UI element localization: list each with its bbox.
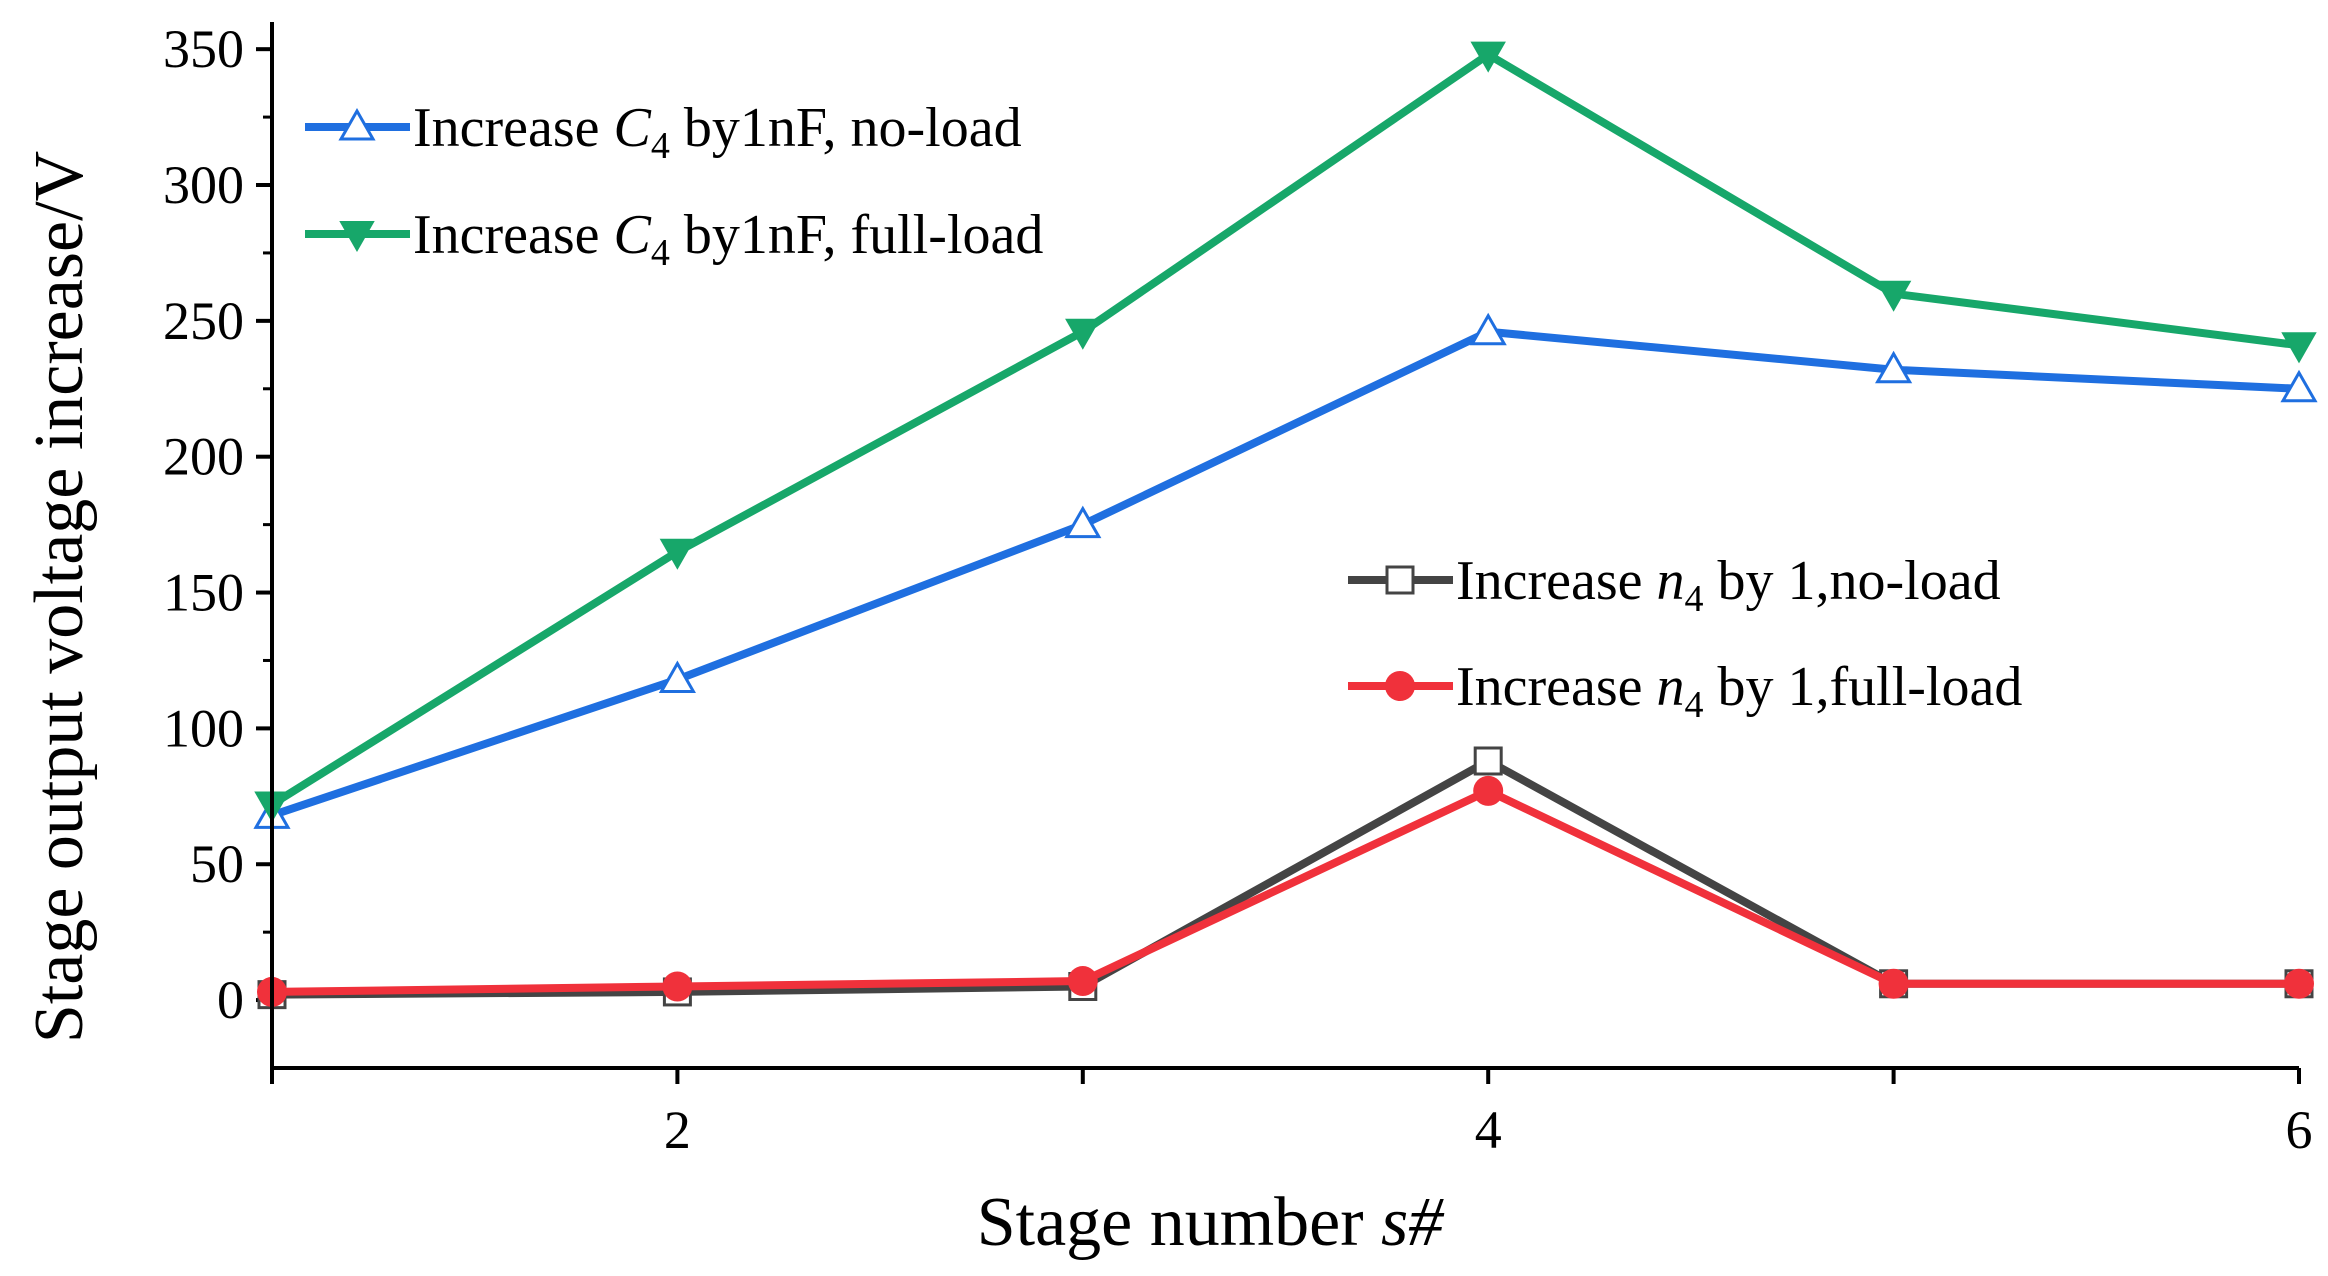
x-axis-title-text: Stage number xyxy=(977,1184,1364,1261)
data-point xyxy=(1067,966,1098,997)
data-point xyxy=(1065,318,1101,350)
legend-marker xyxy=(338,107,376,141)
x-axis-title-symbol: s# xyxy=(1381,1184,1445,1261)
y-tick-label: 150 xyxy=(163,563,244,623)
data-point xyxy=(1470,41,1506,73)
data-point xyxy=(2284,968,2314,999)
data-point xyxy=(1473,746,1503,776)
y-tick-label: 300 xyxy=(163,155,244,215)
legend-label: Increase n4 by 1,no-load xyxy=(1456,550,2001,620)
data-point xyxy=(1469,312,1507,346)
data-point xyxy=(662,971,693,1002)
x-tick-label: 4 xyxy=(1475,1100,1502,1160)
legend-entry: Increase C4 by1nF, no-load xyxy=(305,97,1022,167)
legend-label: Increase C4 by1nF, no-load xyxy=(413,97,1022,167)
x-tick-label: 6 xyxy=(2286,1100,2313,1160)
y-tick-label: 50 xyxy=(190,834,244,894)
axes xyxy=(270,22,2299,1070)
data-point xyxy=(659,538,696,570)
y-axis-title: Stage output voltage increase/V xyxy=(21,151,98,1043)
data-point xyxy=(2281,332,2317,364)
data-point xyxy=(1878,968,1909,999)
x-axis-title: Stage number s# xyxy=(977,1184,1446,1261)
data-point xyxy=(1875,280,1912,312)
plot-area xyxy=(253,41,2318,1010)
data-point xyxy=(2280,369,2318,403)
legend-marker xyxy=(339,221,375,253)
legend-entry: Increase n4 by 1,no-load xyxy=(1348,550,2001,620)
series-4 xyxy=(257,775,2314,1007)
legend-entry: Increase C4 by1nF, full-load xyxy=(305,204,1043,274)
data-point xyxy=(1473,775,1504,806)
data-point xyxy=(1064,505,1102,539)
axis-ticks: 0 50 100 150 200 250 300 350 2 4 6 xyxy=(163,19,2313,1160)
data-point xyxy=(658,660,696,693)
legend: Increase C4 by1nF, no-load Increase C4 by… xyxy=(305,97,2022,726)
legend-entry: Increase n4 by 1,full-load xyxy=(1348,656,2022,726)
legend-marker xyxy=(1385,671,1415,701)
series-3 xyxy=(257,746,2314,1010)
y-tick-label: 100 xyxy=(163,698,244,758)
y-tick-label: 250 xyxy=(163,291,244,351)
y-tick-label: 0 xyxy=(217,970,244,1030)
data-point xyxy=(1875,350,1913,384)
series-1 xyxy=(253,312,2318,829)
y-tick-label: 200 xyxy=(163,427,244,487)
y-tick-label: 350 xyxy=(163,19,244,79)
legend-marker xyxy=(1385,565,1415,595)
series-line xyxy=(271,786,2299,996)
series-line xyxy=(270,327,2300,820)
legend-label: Increase n4 by 1,full-load xyxy=(1456,656,2022,726)
series-line xyxy=(271,756,2299,999)
x-tick-label: 2 xyxy=(664,1100,691,1160)
legend-label: Increase C4 by1nF, full-load xyxy=(413,204,1043,274)
x-axis-title-space xyxy=(1364,1184,1382,1261)
series-line xyxy=(269,50,2300,808)
